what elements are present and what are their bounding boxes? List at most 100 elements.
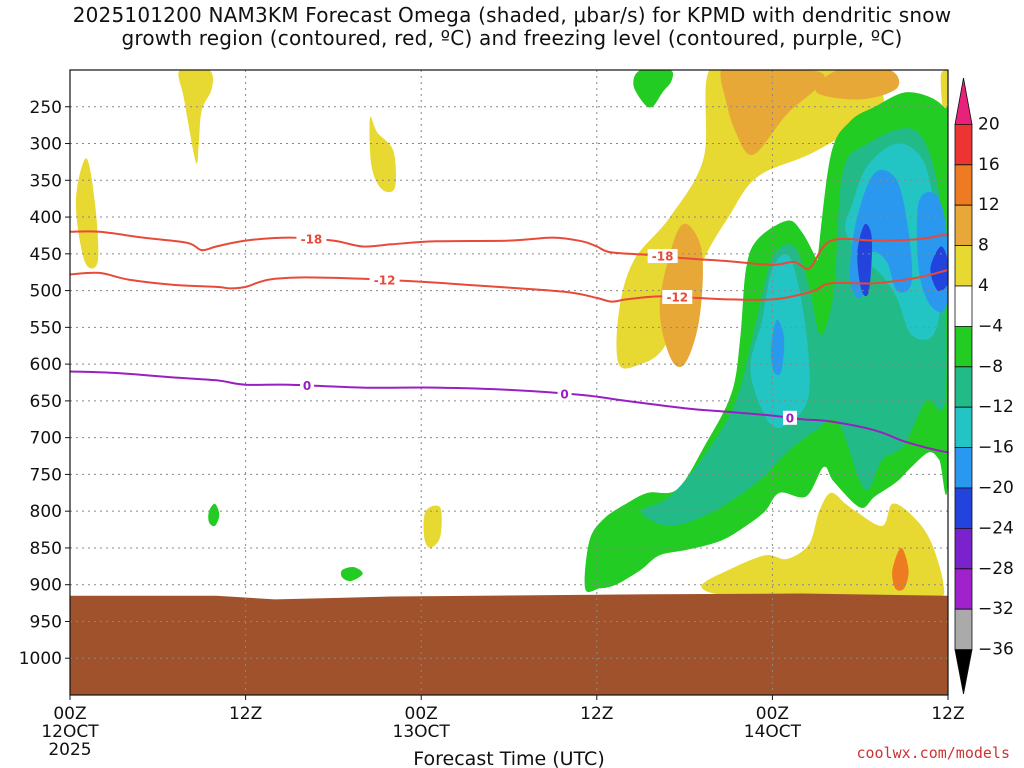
contour-label-bg — [369, 272, 400, 287]
shaded-region-sinking-small-1 — [423, 505, 442, 548]
y-tick-label-600: 600 — [30, 355, 62, 375]
colorbar-label--36: −36 — [978, 640, 1014, 660]
colorbar-bin--20--16 — [954, 447, 973, 489]
contour-label-dgz-minus18-0: -18 — [301, 233, 323, 247]
grid-layer — [70, 70, 948, 695]
contour-label-dgz-minus12-2: -12 — [374, 273, 396, 287]
x-tick-label-h0: 00Z — [53, 704, 86, 724]
colorbar-bin--12--8 — [954, 366, 973, 408]
colorbar-label--32: −32 — [978, 599, 1014, 619]
colorbar-label--4: −4 — [978, 316, 1003, 336]
y-tick-label-900: 900 — [30, 576, 62, 596]
y-tick-label-300: 300 — [30, 135, 62, 155]
contour-label-dgz-minus12-3: -12 — [666, 291, 688, 305]
y-tick-label-500: 500 — [30, 282, 62, 302]
x-tick-date-h24: 13OCT — [393, 722, 451, 742]
y-tick-label-450: 450 — [30, 245, 62, 265]
chart-title-line1: 2025101200 NAM3KM Forecast Omega (shaded… — [72, 3, 952, 27]
colorbar-bin--40--36 — [954, 649, 973, 695]
shaded-region-sinking-isolated-2 — [369, 116, 397, 193]
ground-layer — [70, 593, 948, 695]
chart-title-line2: growth region (contoured, red, ºC) and f… — [121, 26, 903, 50]
colorbar-label--8: −8 — [978, 357, 1003, 377]
x-tick-label-h60: 12Z — [931, 704, 964, 724]
x-tick-date-h48: 14OCT — [744, 722, 802, 742]
colorbar-label--20: −20 — [978, 478, 1014, 498]
colorbar-bin-4-8 — [954, 245, 973, 287]
x-tick-label-h12: 12Z — [229, 704, 262, 724]
colorbar-bin--16--12 — [954, 406, 973, 448]
colorbar-bin--32--28 — [954, 568, 973, 610]
colorbar-label-20: 20 — [978, 114, 1000, 134]
contour-label-freezing-level-0-5: 0 — [560, 387, 568, 401]
shaded-region-sinking-lower — [701, 492, 945, 601]
y-tick-label-850: 850 — [30, 539, 62, 559]
contour-label-dgz-minus18-1: -18 — [652, 250, 674, 264]
y-tick-label-650: 650 — [30, 392, 62, 412]
y-tick-label-750: 750 — [30, 465, 62, 485]
contour-label-bg — [300, 378, 315, 393]
x-axis-label: Forecast Time (UTC) — [413, 748, 604, 768]
colorbar-label-12: 12 — [978, 195, 1000, 215]
colorbar: 20 16 12 8 4 −4 −8 −12 −16 −20 −24 −28 −32 −36 — [954, 77, 1014, 695]
shaded-region-rising-sub4 — [770, 319, 785, 375]
y-tick-label-1000: 1000 — [19, 649, 62, 669]
contour-label-bg — [662, 290, 693, 305]
colorbar-label-4: 4 — [978, 276, 989, 296]
shaded-region-rising-small-1 — [208, 503, 220, 527]
colorbar-bin-8-12 — [954, 204, 973, 246]
shaded-region-rising-upper-isolated — [633, 70, 674, 108]
contour-layer: -18 -18 -12 -12 0 0 0 — [70, 230, 948, 454]
colorbar-bin--36--32 — [954, 608, 973, 650]
chart-title: 2025101200 NAM3KM Forecast Omega (shaded… — [0, 4, 1024, 50]
y-tick-label-800: 800 — [30, 502, 62, 522]
contour-dgz-minus12 — [70, 269, 948, 303]
shaded-region-sinking-core-2 — [815, 70, 900, 100]
colorbar-bin--8--4 — [954, 326, 973, 368]
contour-label-freezing-level-0-4: 0 — [303, 379, 311, 393]
contour-label-bg — [557, 386, 572, 401]
y-tick-label-950: 950 — [30, 612, 62, 632]
colorbar-bin-12-16 — [954, 164, 973, 206]
contour-freezing-level-0 — [70, 370, 948, 454]
y-tick-label-250: 250 — [30, 98, 62, 118]
colorbar-label--16: −16 — [978, 438, 1014, 458]
y-tick-label-700: 700 — [30, 429, 62, 449]
x-tick-year-h0: 2025 — [48, 740, 91, 760]
colorbar-label-16: 16 — [978, 155, 1000, 175]
y-axis: 250 300 350 400 450 500 550 600 650 700 750 800 850 9… — [19, 98, 70, 669]
colorbar-bin-20-24 — [954, 77, 973, 125]
shaded-region-sinking-lower-core — [892, 547, 909, 591]
plot-frame — [69, 69, 949, 696]
colorbar-bin--4-4 — [954, 285, 973, 327]
shaded-region-sinking-isolated-1 — [178, 70, 213, 164]
x-tick-label-h36: 12Z — [580, 704, 613, 724]
contour-label-bg — [782, 410, 797, 425]
ground-below-surface — [70, 593, 948, 695]
shaded-region-rising-core-2 — [930, 246, 948, 292]
colorbar-label-8: 8 — [978, 236, 989, 256]
colorbar-bin--24--20 — [954, 487, 973, 529]
y-tick-label-550: 550 — [30, 318, 62, 338]
contour-label-freezing-level-0-6: 0 — [786, 411, 794, 425]
colorbar-label--12: −12 — [978, 397, 1014, 417]
x-tick-label-h48: 00Z — [756, 704, 789, 724]
contour-label-bg — [647, 249, 678, 264]
colorbar-bin-16-20 — [954, 124, 973, 166]
colorbar-bin--28--24 — [954, 528, 973, 570]
y-tick-label-350: 350 — [30, 171, 62, 191]
shaded-region-rising-core-1 — [857, 223, 873, 297]
colorbar-label--24: −24 — [978, 518, 1014, 538]
credit-text: coolwx.com/models — [856, 744, 1010, 762]
x-tick-label-h24: 00Z — [405, 704, 438, 724]
contour-label-bg — [296, 232, 327, 247]
shaded-region-sinking-isolated-4 — [940, 70, 948, 115]
x-tick-date-h0: 12OCT — [41, 722, 99, 742]
contour-dgz-minus18 — [70, 230, 948, 270]
shaded-region-sinking-isolated-3 — [75, 158, 99, 269]
shaded-region-rising-small-2 — [340, 566, 363, 582]
y-tick-label-400: 400 — [30, 208, 62, 228]
colorbar-label--28: −28 — [978, 559, 1014, 579]
